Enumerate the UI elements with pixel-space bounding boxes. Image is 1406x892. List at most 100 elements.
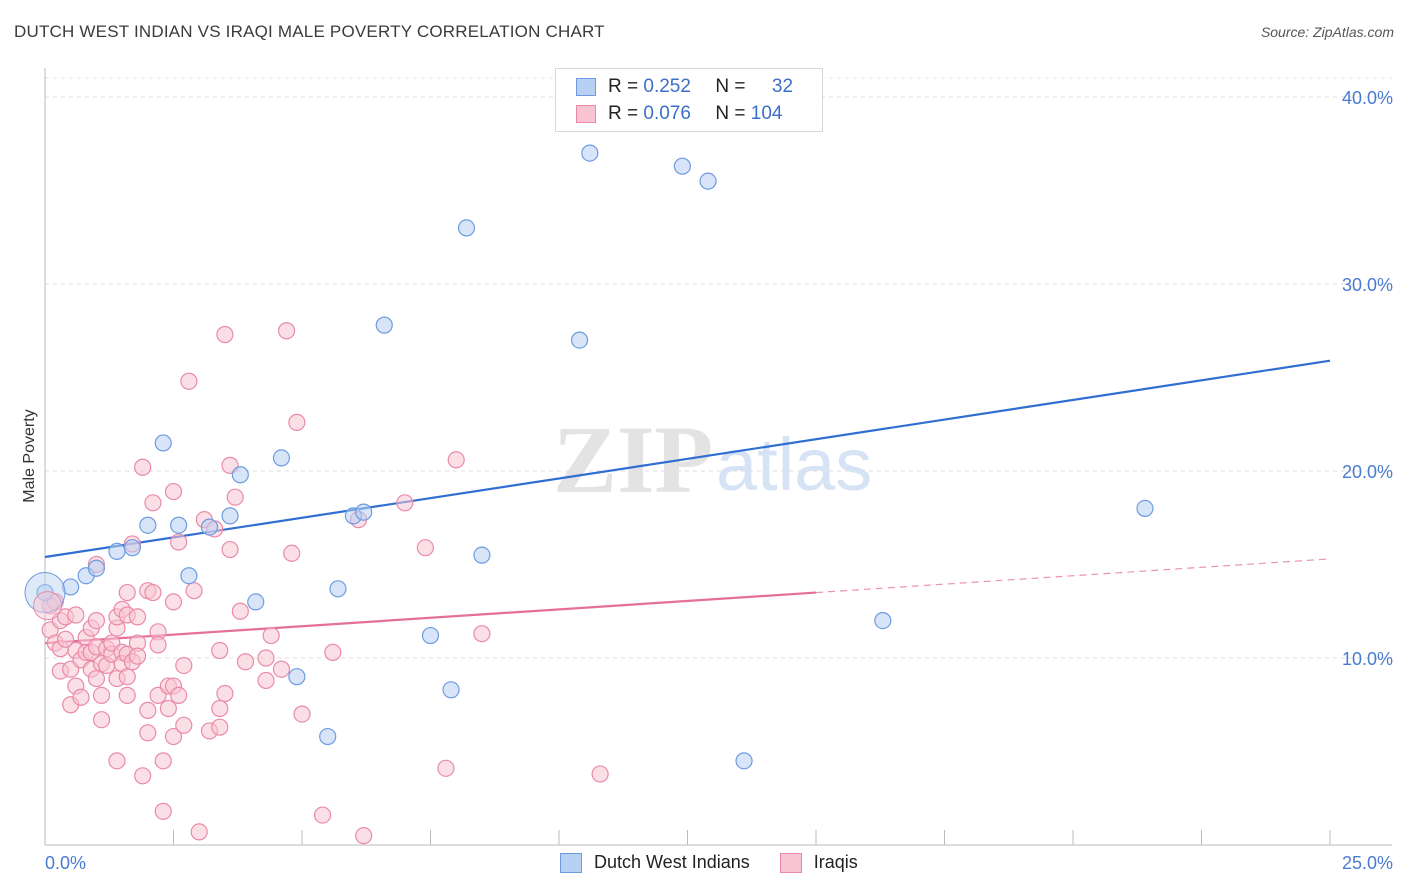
legend-r-value: 0.076 xyxy=(643,103,691,124)
point-iraqi xyxy=(236,653,255,671)
point-iraqi xyxy=(211,699,229,718)
legend-label-dutch: Dutch West Indians xyxy=(594,852,750,872)
point-iraqi xyxy=(211,718,229,736)
point-iraqi xyxy=(118,583,136,602)
point-iraqi xyxy=(170,686,188,705)
point-iraqi xyxy=(293,705,311,723)
y-tick-label: 10.0% xyxy=(1342,649,1393,669)
point-iraqi xyxy=(170,533,188,551)
point-iraqi xyxy=(313,806,332,824)
stats-legend: R = 0.252 N = 32 R = 0.076 N = 104 xyxy=(555,68,823,132)
point-iraqi xyxy=(87,669,106,688)
point-iraqi xyxy=(175,716,193,734)
point-iraqi xyxy=(437,759,455,777)
point-dutch xyxy=(375,316,393,334)
point-dutch xyxy=(247,593,265,611)
point-dutch xyxy=(329,580,347,598)
point-dutch xyxy=(170,516,188,534)
legend-r-value: 0.252 xyxy=(643,76,691,97)
y-tick-label: 30.0% xyxy=(1342,275,1393,295)
point-dutch xyxy=(581,144,599,162)
point-iraqi xyxy=(134,458,152,476)
legend-n-label: N = xyxy=(715,76,746,97)
point-iraqi xyxy=(262,626,280,645)
legend-label-iraqi: Iraqis xyxy=(813,852,858,872)
point-iraqi xyxy=(118,686,136,705)
point-dutch xyxy=(288,668,306,686)
point-dutch xyxy=(421,626,440,645)
point-iraqi xyxy=(139,724,157,742)
point-dutch xyxy=(62,578,80,596)
point-iraqi xyxy=(67,606,85,624)
point-iraqi xyxy=(154,752,172,770)
point-iraqi xyxy=(190,823,208,841)
legend-swatch-blue xyxy=(576,78,596,96)
point-dutch-cluster xyxy=(24,572,66,614)
point-dutch xyxy=(699,172,717,190)
point-iraqi xyxy=(128,647,147,665)
point-dutch xyxy=(139,516,157,534)
point-iraqi xyxy=(144,583,162,602)
point-iraqi xyxy=(216,325,234,344)
point-dutch xyxy=(221,507,239,525)
point-dutch xyxy=(231,466,249,484)
legend-r-label: R = xyxy=(608,103,639,124)
trend-line-iraqi xyxy=(44,591,817,645)
point-dutch xyxy=(180,567,198,585)
y-axis-label: Male Poverty xyxy=(21,409,38,502)
point-iraqi xyxy=(154,802,172,820)
y-tick-label: 20.0% xyxy=(1342,462,1393,482)
point-iraqi xyxy=(56,630,75,648)
point-iraqi xyxy=(324,643,342,661)
point-iraqi xyxy=(416,539,434,557)
point-iraqi xyxy=(128,608,147,626)
point-iraqi xyxy=(221,540,239,559)
point-iraqi xyxy=(144,494,162,512)
point-dutch xyxy=(200,518,219,536)
legend-row-iraqi: R = 0.076 N = 104 xyxy=(576,102,782,126)
point-dutch xyxy=(673,157,691,175)
legend-item-iraqi: Iraqis xyxy=(779,852,858,873)
point-dutch xyxy=(87,559,106,577)
x-tick-label: 0.0% xyxy=(45,853,86,873)
point-iraqi xyxy=(164,727,183,746)
trend-line-dutch xyxy=(44,359,1331,559)
axes xyxy=(44,68,1392,846)
watermark-atlas: atlas xyxy=(716,423,872,506)
point-dutch xyxy=(108,542,126,561)
point-iraqi xyxy=(118,668,136,686)
point-iraqi xyxy=(175,656,193,675)
point-iraqi xyxy=(72,688,90,706)
legend-swatch-pink xyxy=(779,852,802,873)
legend-n-value: 104 xyxy=(750,103,783,124)
source-label: Source: ZipAtlas.com xyxy=(1260,24,1394,40)
point-iraqi xyxy=(473,625,491,643)
point-iraqi xyxy=(185,582,203,600)
point-iraqi xyxy=(355,827,373,845)
point-iraqi xyxy=(108,752,126,770)
point-iraqi xyxy=(134,767,152,785)
data-points xyxy=(24,144,1154,845)
legend-r-label: R = xyxy=(608,76,639,97)
point-iraqi xyxy=(283,544,301,562)
point-iraqi xyxy=(257,671,275,690)
point-dutch xyxy=(272,449,291,467)
point-iraqi xyxy=(92,711,111,729)
point-iraqi xyxy=(164,593,183,611)
point-iraqi xyxy=(92,686,111,705)
point-iraqi xyxy=(272,660,291,678)
trend-lines xyxy=(44,359,1331,645)
legend-row-dutch: R = 0.252 N = 32 xyxy=(576,75,793,99)
point-iraqi-cluster xyxy=(33,591,63,621)
point-dutch xyxy=(457,219,476,237)
point-iraqi xyxy=(288,413,306,431)
point-iraqi xyxy=(149,636,167,654)
legend-item-dutch: Dutch West Indians xyxy=(560,852,750,873)
point-iraqi xyxy=(159,699,177,718)
x-tick-label: 25.0% xyxy=(1342,853,1393,873)
point-iraqi xyxy=(180,372,198,390)
trend-line-iraqi-extension xyxy=(815,558,1331,594)
point-iraqi xyxy=(277,322,296,340)
point-dutch xyxy=(154,434,172,452)
